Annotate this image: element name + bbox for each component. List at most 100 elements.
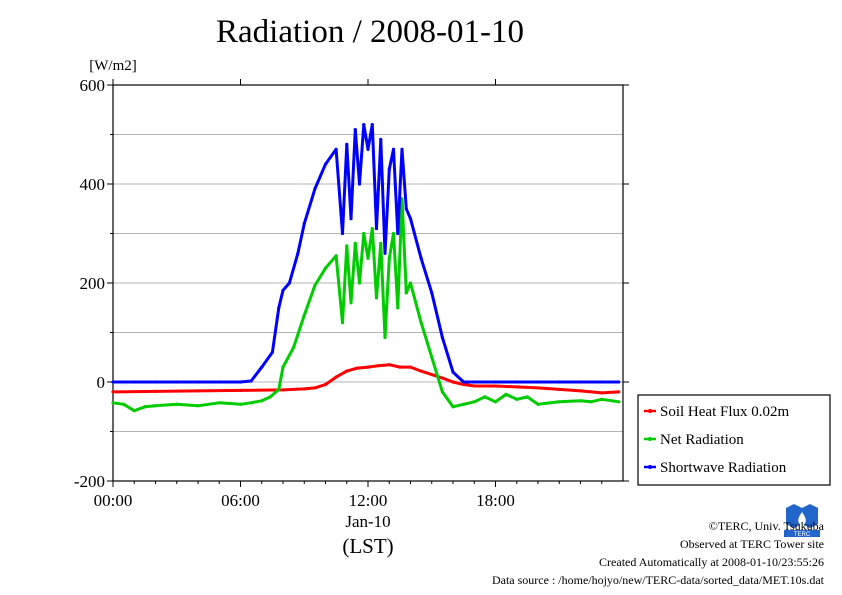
data-point [355,366,359,370]
data-point [472,380,476,384]
series-line-1 [112,197,620,413]
data-point [400,197,404,201]
data-point [398,365,402,369]
data-point [334,147,338,151]
data-point [281,288,285,293]
data-point [302,222,306,226]
data-point [472,384,476,388]
data-point [617,400,621,404]
legend-swatch-dot [648,465,652,469]
data-point [600,380,604,384]
data-point [277,306,281,310]
data-point [404,207,408,211]
data-point [323,382,328,387]
data-point [313,283,317,288]
data-point [419,256,423,260]
data-point [334,375,338,379]
data-point [334,254,338,258]
data-point [196,404,200,408]
data-point [345,142,349,146]
x-tick-label: 12:00 [349,491,388,510]
data-point [370,226,374,231]
legend-label: Net Radiation [660,432,744,448]
data-point [323,162,328,166]
data-point [408,217,413,221]
data-point [493,380,498,384]
data-point [430,291,434,295]
data-point [387,363,391,367]
legend-swatch-dot [648,409,652,413]
data-point [260,399,264,403]
data-point [345,244,349,248]
data-point [281,388,285,392]
data-point [578,389,583,393]
data-point [353,127,357,132]
terc-logo: TERC [782,502,822,538]
data-point [462,380,466,384]
data-point [515,385,519,389]
data-point [366,365,370,369]
y-axis-label: [W/m2] [89,58,136,74]
data-point [515,397,519,401]
legend-swatch-dot [648,437,652,441]
data-point [525,395,529,399]
data-point [379,241,383,245]
data-point [440,335,444,340]
data-point [292,345,296,349]
data-point [122,402,126,406]
data-point [296,251,300,255]
data-point [483,395,487,399]
data-point [353,241,357,245]
data-point [383,251,387,255]
data-point [610,399,614,403]
data-point [313,187,317,191]
x-tick-label: 18:00 [476,491,515,510]
data-point [374,226,379,231]
footer-source: Data source : /home/hojyo/new/TERC-data/… [491,573,824,587]
data-point [111,401,115,405]
data-point [153,380,158,384]
data-point [238,388,243,393]
data-point [536,380,540,384]
data-point [578,380,583,384]
y-tick-label: 600 [80,76,106,95]
data-point [504,392,508,396]
data-point [349,217,353,221]
data-point [379,137,383,142]
data-point [313,386,317,390]
data-point [430,372,434,377]
data-point [400,147,404,151]
data-point [196,380,200,384]
y-tick-label: 200 [80,274,106,293]
series-line-0 [112,363,619,395]
data-point [287,281,291,285]
data-point [357,281,362,285]
data-point [377,364,381,368]
data-point [260,365,264,369]
footer-created: Created Automatically at 2008-01-10/23:5… [599,555,824,569]
data-point [430,355,434,359]
data-point [600,391,604,395]
data-point [557,380,561,384]
data-point [617,390,621,394]
data-point [391,231,396,236]
data-point [396,231,400,236]
data-point [408,281,413,285]
legend-label: Shortwave Radiation [660,460,787,476]
data-point [396,306,400,310]
data-point [408,365,413,369]
footer-copyright: ©TERC, Univ. Tsukuba [708,519,824,533]
data-point [370,123,374,127]
x-tick-label: 00:00 [94,491,133,510]
data-point [493,400,498,404]
data-point [132,380,136,384]
data-point [419,321,423,325]
data-point [451,380,455,384]
data-point [277,387,281,392]
data-point [557,400,561,404]
data-point [578,399,583,403]
data-point [345,369,349,373]
data-point [557,387,561,392]
data-point [366,256,370,260]
